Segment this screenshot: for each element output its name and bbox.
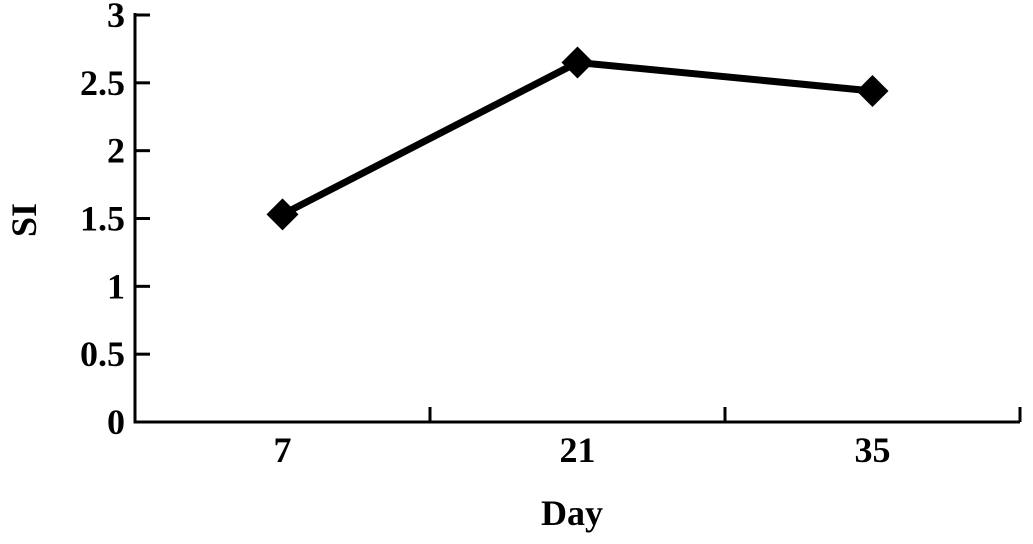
- y-tick-label-3: 1.5: [80, 199, 125, 239]
- x-axis: 7 21 35: [133, 407, 1022, 470]
- y-tick-label-6: 3: [107, 0, 125, 35]
- y-tick-label-5: 2.5: [80, 63, 125, 103]
- y-tick-label-4: 2: [107, 131, 125, 171]
- y-axis: 0 0.5 1 1.5 2 2.5 3: [80, 0, 150, 442]
- series-layer: [266, 46, 889, 231]
- x-tick-label-2: 35: [855, 430, 891, 470]
- data-point-0-0: [266, 198, 299, 231]
- series-line-0: [280, 58, 873, 218]
- data-point-0-2: [856, 74, 889, 107]
- y-tick-label-2: 1: [107, 266, 125, 306]
- x-tick-label-0: 7: [274, 430, 292, 470]
- data-point-0-1: [561, 46, 594, 79]
- y-axis-label: SI: [4, 203, 44, 237]
- y-tick-label-0: 0: [107, 402, 125, 442]
- x-tick-label-1: 21: [560, 430, 596, 470]
- x-axis-label: Day: [541, 493, 603, 533]
- y-tick-label-1: 0.5: [80, 334, 125, 374]
